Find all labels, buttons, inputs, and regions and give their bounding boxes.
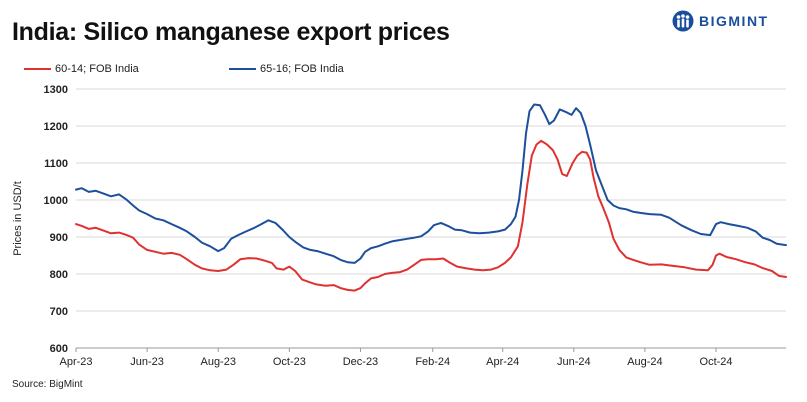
x-tick-label: Jun-23 [130,356,164,368]
y-tick-label: 900 [50,232,68,244]
chart-title: India: Silico manganese export prices [12,18,450,46]
legend-swatch-red [24,68,51,70]
y-tick-label: 1300 [44,84,68,96]
x-tick-label: Apr-23 [59,356,92,368]
x-tick-label: Aug-24 [627,356,662,368]
y-tick-label: 800 [50,269,68,281]
y-tick-label: 700 [50,306,68,318]
y-tick-label: 1100 [44,158,68,170]
x-tick-label: Jun-24 [557,356,591,368]
brand-name: BIGMINT [699,13,769,29]
legend-label: 65-16; FOB India [260,63,344,75]
x-tick-label: Aug-23 [200,356,235,368]
legend-item-red-series: 60-14; FOB India [24,63,229,75]
y-tick-label: 600 [50,343,68,355]
y-tick-label: 1200 [44,121,68,133]
legend: 60-14; FOB India 65-16; FOB India [24,63,434,75]
x-tick-label: Feb-24 [415,356,450,368]
legend-swatch-blue [229,68,256,70]
source-note: Source: BigMint [12,379,83,390]
x-tick-label: Oct-23 [273,356,306,368]
x-tick-label: Oct-24 [700,356,733,368]
legend-label: 60-14; FOB India [55,63,139,75]
series-line-blue [75,103,787,264]
legend-item-blue-series: 65-16; FOB India [229,63,434,75]
y-tick-label: 1000 [44,195,68,207]
bigmint-figures-icon [672,10,694,32]
x-tick-label: Dec-23 [343,356,378,368]
series-line-red [75,139,787,292]
x-tick-label: Apr-24 [486,356,519,368]
y-axis-label: Prices in USD/t [12,181,24,256]
brand-logo: BIGMINT [672,10,769,32]
